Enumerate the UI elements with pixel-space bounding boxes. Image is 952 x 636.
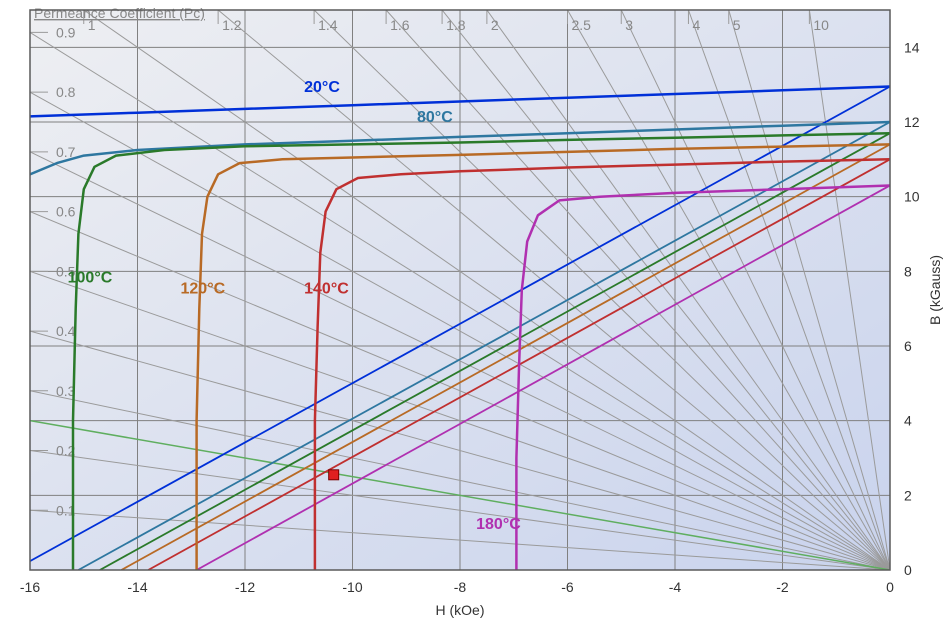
- x-tick-label: -2: [776, 579, 789, 595]
- x-tick-label: 0: [886, 579, 894, 595]
- y-tick-label: 12: [904, 114, 920, 130]
- operating-point-marker: [329, 470, 339, 480]
- chart-svg: 0.10.20.30.40.50.60.70.80.911.21.41.61.8…: [0, 0, 952, 636]
- x-tick-label: -16: [20, 579, 40, 595]
- demag-chart: 0.10.20.30.40.50.60.70.80.911.21.41.61.8…: [0, 0, 952, 636]
- pc-label: 0.4: [56, 323, 76, 339]
- x-tick-label: -12: [235, 579, 255, 595]
- y-tick-label: 0: [904, 562, 912, 578]
- y-tick-label: 8: [904, 263, 912, 279]
- pc-label: 1.8: [446, 17, 466, 33]
- curve-label: 120°C: [181, 281, 226, 298]
- pc-label: 0.8: [56, 84, 76, 100]
- y-tick-label: 6: [904, 338, 912, 354]
- x-tick-label: -4: [669, 579, 682, 595]
- y-tick-label: 14: [904, 39, 920, 55]
- pc-label: 5: [733, 17, 741, 33]
- pc-label: 1.6: [390, 17, 410, 33]
- pc-label: 1.2: [222, 17, 242, 33]
- pc-title: Permeance Coefficient (Pc): [34, 5, 205, 21]
- pc-label: 1.4: [318, 17, 338, 33]
- pc-label: 2: [491, 17, 499, 33]
- y-tick-label: 4: [904, 413, 912, 429]
- y-axis-label: B (kGauss): [927, 255, 943, 325]
- pc-label: 0.9: [56, 24, 76, 40]
- curve-label: 80°C: [417, 109, 453, 126]
- curve-label: 180°C: [476, 516, 521, 533]
- curve-label: 20°C: [304, 79, 340, 96]
- y-tick-label: 2: [904, 487, 912, 503]
- pc-label: 2.5: [572, 17, 592, 33]
- x-tick-label: -6: [561, 579, 574, 595]
- x-tick-label: -10: [342, 579, 362, 595]
- pc-label: 3: [625, 17, 633, 33]
- x-tick-label: -14: [127, 579, 147, 595]
- curve-label: 100°C: [68, 270, 113, 287]
- pc-label: 10: [813, 17, 829, 33]
- x-axis-label: H (kOe): [436, 602, 485, 618]
- pc-label: 0.6: [56, 204, 76, 220]
- y-tick-label: 10: [904, 189, 920, 205]
- x-tick-label: -8: [454, 579, 467, 595]
- pc-label: 4: [692, 17, 700, 33]
- curve-label: 140°C: [304, 281, 349, 298]
